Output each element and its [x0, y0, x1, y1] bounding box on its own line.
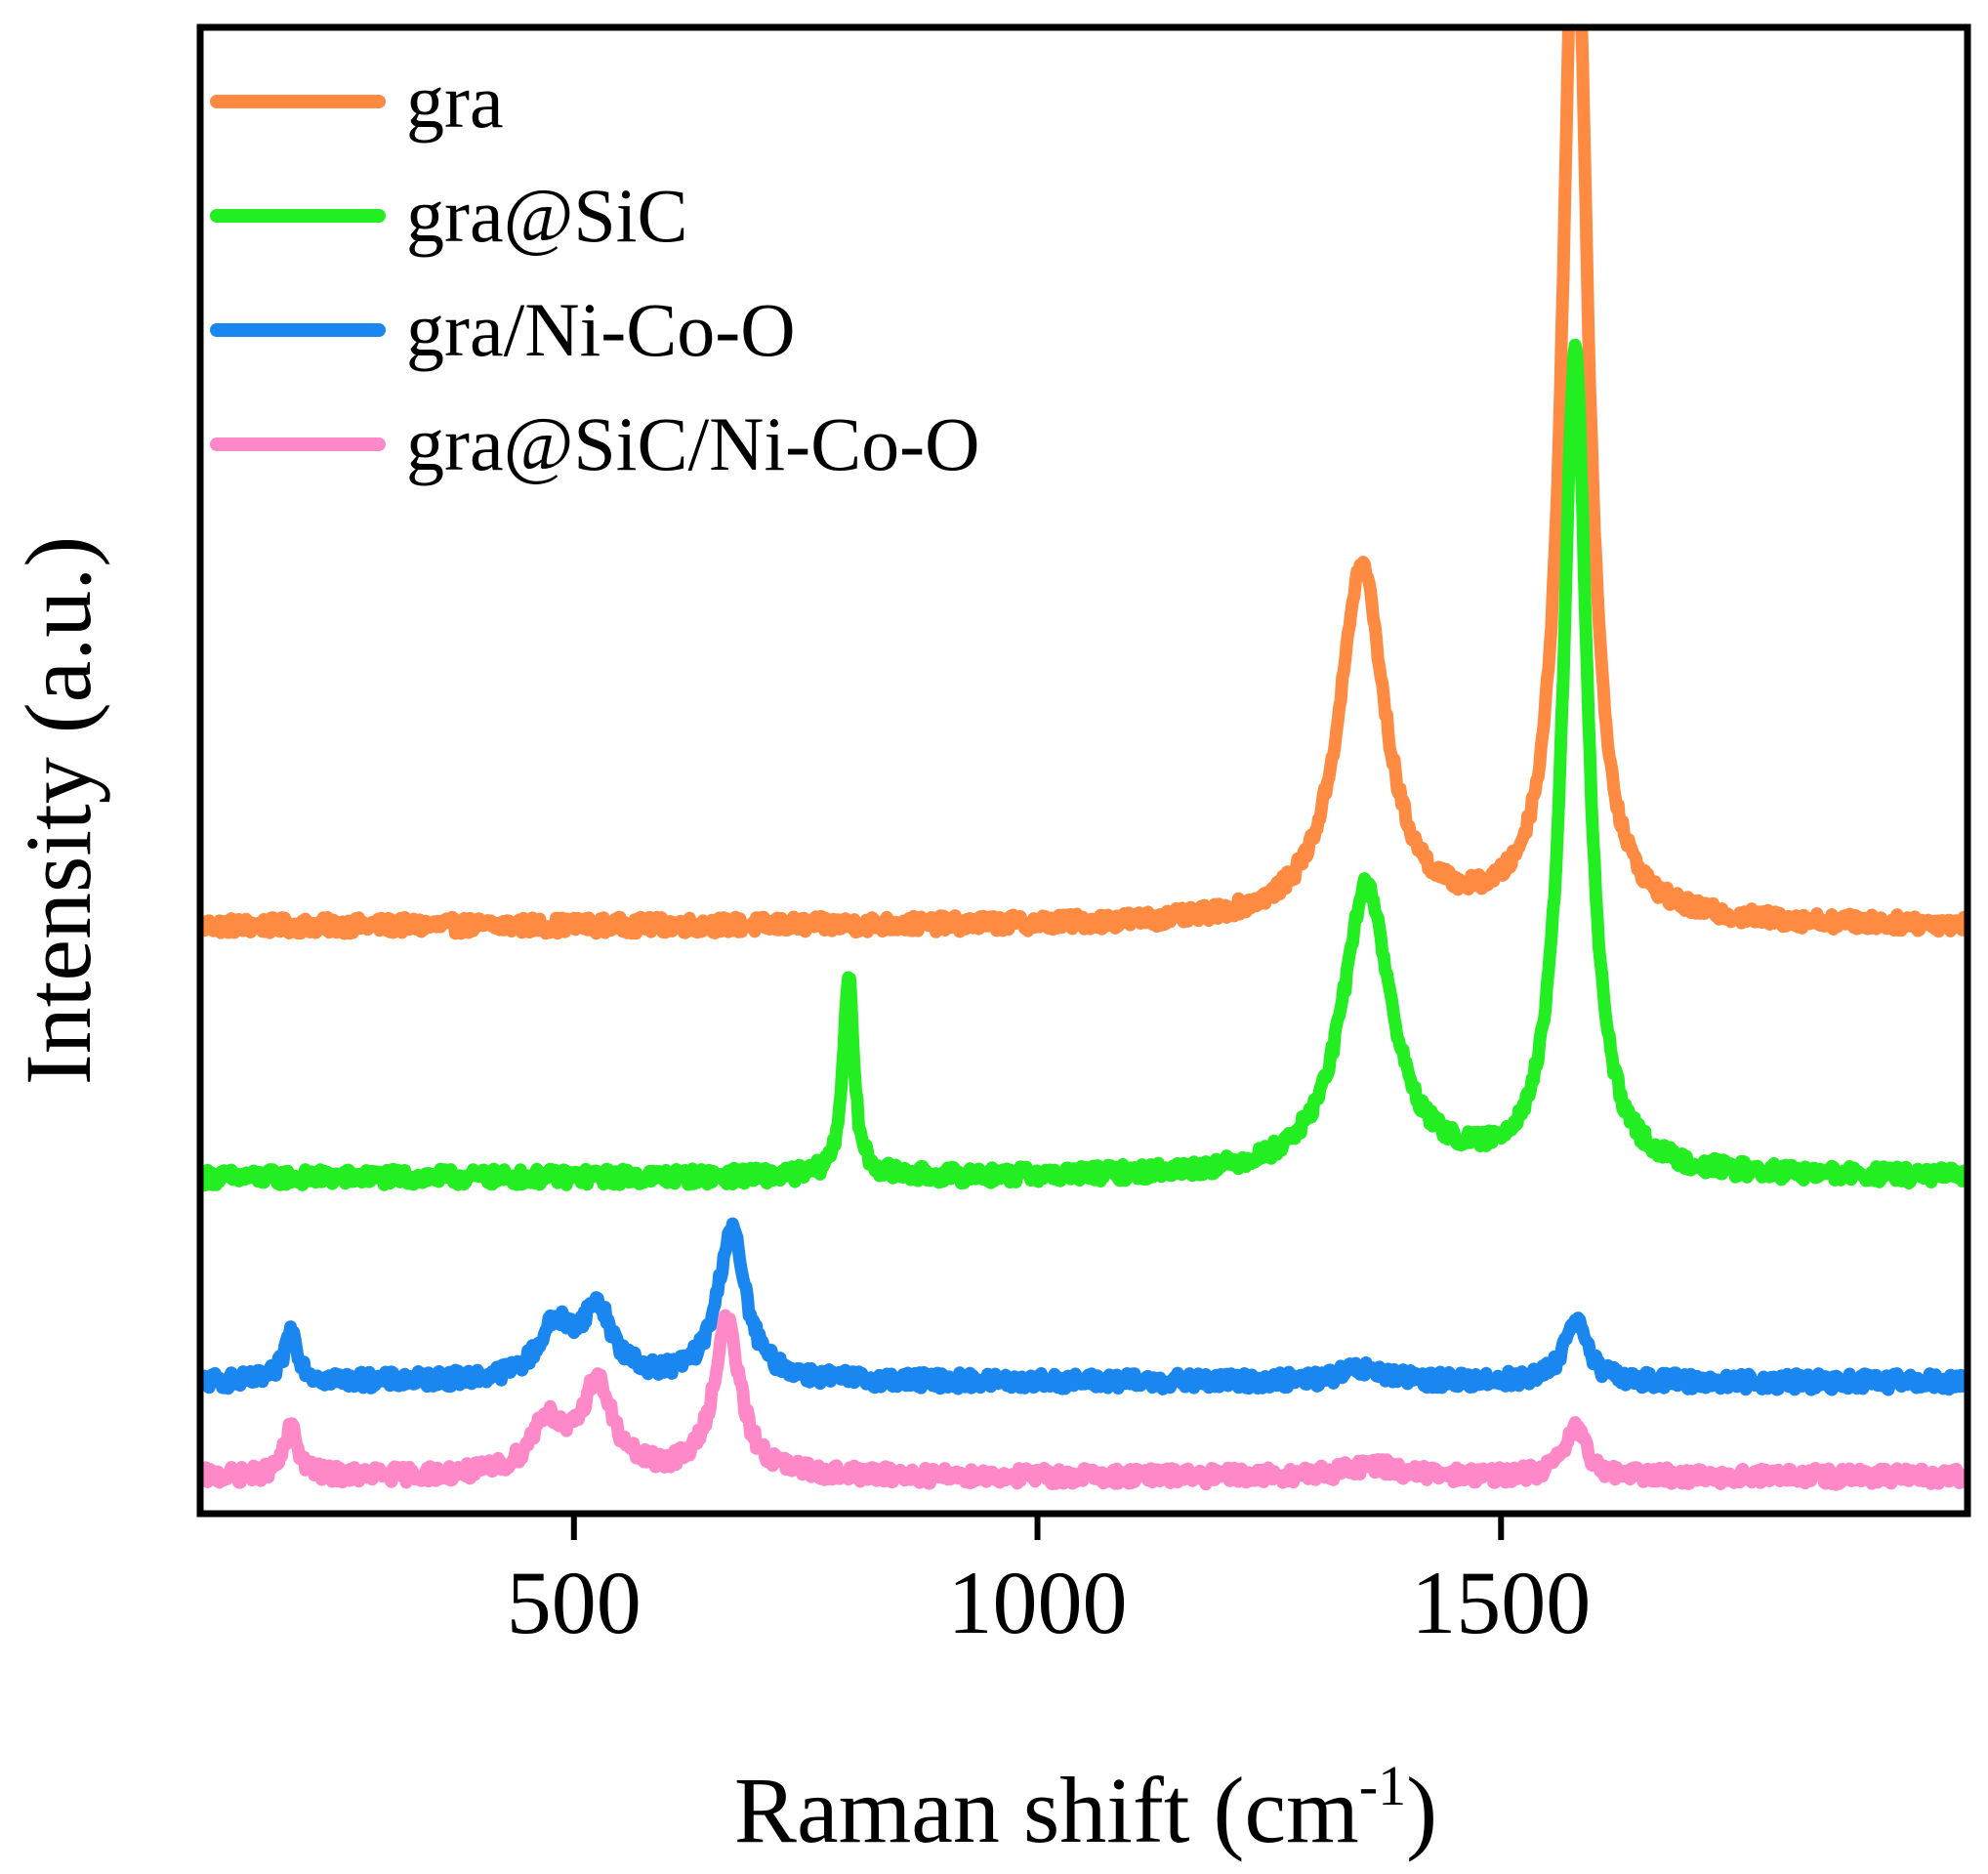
legend-label: gra@SiC: [406, 173, 688, 258]
legend: gra gra@SiC gra/Ni-Co-O gra@SiC/Ni-Co-O: [210, 59, 979, 486]
legend-item: gra/Ni-Co-O: [210, 287, 796, 372]
legend-item: gra@SiC: [210, 173, 688, 258]
x-axis-title: Raman shift (cm-1): [734, 1754, 1437, 1862]
legend-label: gra@SiC/Ni-Co-O: [406, 401, 979, 486]
legend-label: gra/Ni-Co-O: [406, 287, 796, 372]
legend-item: gra@SiC/Ni-Co-O: [210, 401, 979, 486]
series-line-gra-sic: [203, 338, 1965, 1192]
series-line-gra-sic-ni-co-o: [203, 1309, 1965, 1491]
y-axis-title: Intensity (a.u.): [6, 536, 110, 1086]
x-ticks: 500 1000 1500: [507, 1514, 1591, 1652]
legend-label: gra: [406, 59, 504, 144]
series-line-gra-ni-co-o: [203, 1217, 1965, 1396]
x-tick-label: 1500: [1411, 1553, 1591, 1652]
x-tick-label: 1000: [948, 1553, 1128, 1652]
series-layer: [203, 30, 1965, 1491]
plot-frame: [196, 23, 1971, 1518]
legend-item: gra: [210, 59, 504, 144]
series-line-gra: [203, 30, 1965, 940]
x-tick-label: 500: [507, 1553, 642, 1652]
